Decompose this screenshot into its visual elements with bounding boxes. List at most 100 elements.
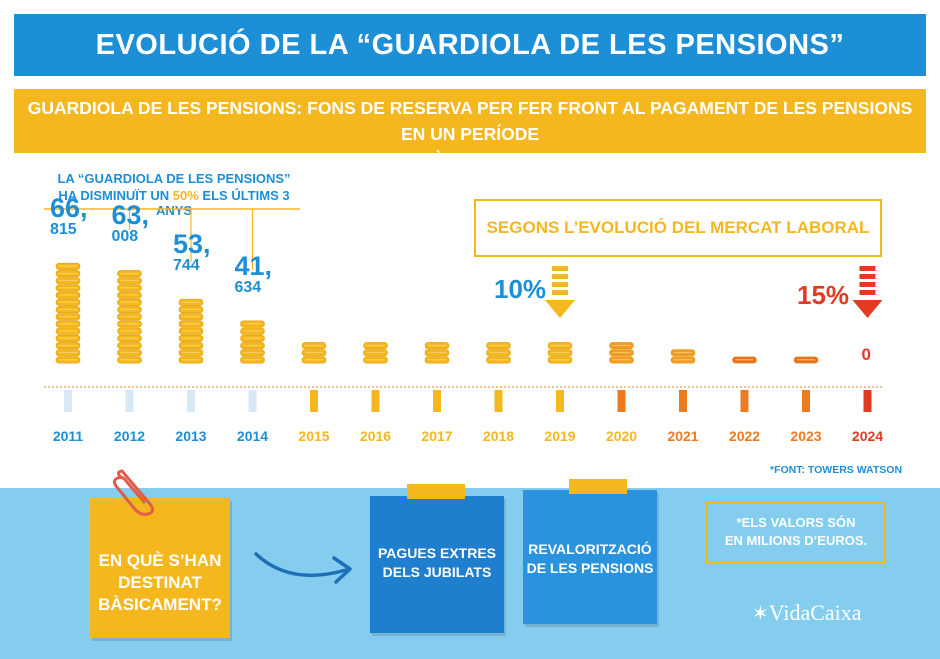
coin-stack-2019	[547, 342, 573, 364]
year-tick	[433, 390, 441, 412]
year-label: 2013	[175, 428, 207, 444]
value-label-main: 53,	[173, 229, 211, 260]
answer-2-line-1: REVALORITZACIÓ	[528, 541, 652, 557]
year-label: 2024	[851, 428, 884, 444]
source-note: *FONT: TOWERS WATSON	[770, 464, 903, 476]
star-logo-icon: ✶	[752, 601, 769, 625]
year-tick	[556, 390, 564, 412]
arrow-stripe	[552, 274, 568, 279]
arrow-stripe	[552, 282, 568, 287]
value-label: 41, 634	[234, 250, 273, 296]
arrow-stripe	[859, 266, 876, 271]
subtitle-bar: GUARDIOLA DE LES PENSIONS: FONS DE RESER…	[14, 89, 926, 170]
coin-stack-2023	[793, 356, 819, 364]
brand-logo: ✶VidaCaixa	[752, 600, 862, 626]
coin-stack-2020	[609, 342, 634, 364]
tape-strip	[407, 484, 465, 499]
arrow-stripe	[859, 290, 876, 295]
year-tick	[494, 390, 503, 412]
value-label-main: 41,	[234, 250, 273, 281]
year-label: 2020	[605, 428, 638, 444]
year-label: 2012	[113, 428, 146, 444]
coin-stack-2018	[486, 342, 511, 364]
coin-stack-2017	[424, 342, 450, 364]
timeline-axis	[44, 386, 884, 412]
year-label: 2023	[790, 428, 822, 444]
year-label: 2011	[52, 428, 84, 444]
value-label: 53, 744	[173, 231, 211, 274]
coin-stack-2022	[732, 356, 757, 364]
year-label: 2022	[728, 428, 761, 444]
decrease-note-line-2: HA DISMINUÏT UN 50% ELS ÚLTIMS 3 ANYS	[44, 188, 304, 218]
value-label-main: 63,	[111, 200, 150, 231]
mercat-laboral-box: SEGONS L’EVOLUCIÓ DEL MERCAT LABORAL	[474, 199, 882, 257]
subtitle-line-1: GUARDIOLA DE LES PENSIONS: FONS DE RESER…	[27, 98, 913, 144]
question-note: EN QUÈ S’HAN DESTINAT BÀSICAMENT?	[90, 498, 230, 638]
year-label: 2014	[236, 428, 269, 444]
arrow-stripe	[552, 290, 568, 295]
answer-1-line-2: DELS JUBILATS	[382, 564, 492, 580]
answer-text-2: REVALORITZACIÓ DE LES PENSIONS	[523, 540, 657, 578]
year-tick	[679, 390, 687, 412]
answer-note-extra-pays: PAGUES EXTRES DELS JUBILATS	[370, 496, 504, 633]
pension-fund-chart	[44, 208, 884, 412]
question-text: EN QUÈ S’HAN DESTINAT BÀSICAMENT?	[90, 550, 230, 616]
decrease-bracket	[44, 208, 300, 270]
year-tick	[248, 390, 257, 412]
question-line-1: EN QUÈ S’HAN	[98, 551, 222, 570]
year-tick	[187, 390, 195, 412]
arrow-stripe	[859, 282, 876, 287]
value-label-decimals: 815	[50, 221, 77, 239]
units-note-line-2: EN MILIONS D’EUROS.	[724, 533, 868, 548]
coin-stack-2011	[55, 262, 81, 364]
decrease-note-pre: HA DISMINUÏT UN	[58, 188, 173, 203]
year-tick	[802, 390, 810, 412]
units-note: *ELS VALORS SÓN EN MILIONS D’EUROS.	[706, 502, 886, 564]
value-label-main: 66,	[50, 193, 88, 224]
coin-stack-2012	[117, 270, 142, 364]
year-tick	[863, 390, 872, 412]
scenario-15-label: 15%	[797, 280, 850, 310]
scenario-10-label: 10%	[494, 274, 547, 304]
year-label: 2019	[544, 428, 576, 444]
brand-name: VidaCaixa	[768, 600, 862, 625]
value-label-2024: 0	[861, 345, 871, 364]
answer-text-1: PAGUES EXTRES DELS JUBILATS	[370, 544, 504, 582]
paper-clip-icon	[112, 469, 155, 516]
answer-note-revaluation: REVALORITZACIÓ DE LES PENSIONS	[523, 490, 657, 624]
coin-stack-2016	[363, 342, 388, 364]
value-label: 63, 008	[112, 202, 150, 245]
page-title: EVOLUCIÓ DE LA “GUARDIOLA DE LES PENSION…	[95, 28, 845, 61]
decrease-note-line-1: LA “GUARDIOLA DE LES PENSIONS”	[57, 171, 291, 186]
year-tick	[617, 390, 626, 412]
coin-stacks	[55, 262, 819, 364]
year-label: 2015	[298, 428, 330, 444]
value-label: 66, 815	[50, 195, 88, 238]
tape-strip	[569, 479, 627, 494]
year-tick	[371, 390, 380, 412]
answer-2-line-2: DE LES PENSIONS	[526, 560, 654, 576]
year-label: 2018	[482, 428, 515, 444]
answer-1-line-1: PAGUES EXTRES	[378, 545, 496, 561]
coin-stack-2013	[178, 298, 204, 364]
value-label-decimals: 744	[173, 257, 200, 275]
arrow-stripe	[859, 274, 876, 279]
year-tick	[125, 390, 134, 412]
coin-stack-2014	[240, 320, 265, 364]
coin-stack-2015	[301, 342, 327, 364]
title-bar: EVOLUCIÓ DE LA “GUARDIOLA DE LES PENSION…	[14, 14, 926, 76]
arrow-head	[852, 300, 883, 318]
arrow-down-icon-2019	[545, 266, 575, 318]
value-label-decimals: 008	[111, 228, 139, 246]
year-label: 2017	[421, 428, 453, 444]
year-tick	[64, 390, 72, 412]
subtitle-line-2: ECONÒMIC ADVERS.	[380, 150, 560, 170]
subtitle-text: GUARDIOLA DE LES PENSIONS: FONS DE RESER…	[14, 89, 926, 173]
scenario-arrows	[545, 266, 883, 318]
arrow-head	[545, 300, 575, 318]
decrease-note-pct: 50%	[172, 188, 199, 203]
units-note-line-1: *ELS VALORS SÓN	[736, 515, 856, 530]
curved-arrow-icon	[254, 552, 352, 584]
value-label-decimals: 634	[234, 278, 262, 296]
arrow-stripe	[552, 266, 568, 271]
